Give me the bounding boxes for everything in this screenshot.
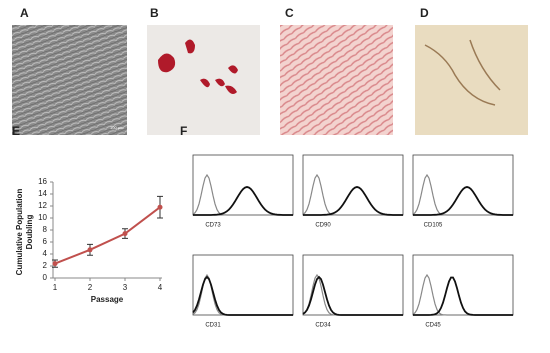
point — [87, 247, 93, 253]
isotype-curve — [412, 173, 513, 216]
y-tick-label: 6 — [43, 237, 48, 246]
histogram-label: CD31 — [205, 323, 221, 329]
stain-blobs — [158, 39, 238, 94]
x-axis-label: Passage — [91, 295, 124, 304]
y-tick-label: 8 — [43, 225, 48, 234]
marker-curve — [303, 186, 403, 216]
point — [52, 261, 58, 267]
isotype-curve — [192, 273, 293, 316]
histogram-label: CD73 — [205, 223, 221, 229]
histogram-frame — [192, 254, 294, 316]
marker-curve — [193, 186, 293, 216]
y-tick-label: 12 — [38, 201, 47, 210]
isotype-curve — [302, 173, 403, 216]
histogram-label: CD45 — [425, 323, 441, 329]
marker-curve — [192, 275, 293, 316]
histogram-frame — [302, 254, 404, 316]
series-line — [54, 206, 161, 265]
histogram-frame — [412, 154, 514, 216]
scale-bar: 100 µm — [110, 125, 124, 130]
x-tick-label: 2 — [88, 283, 93, 292]
isotype-curve — [192, 173, 293, 216]
histogram-label: CD34 — [315, 323, 331, 329]
marker-curve — [302, 275, 403, 316]
panel-label: C — [285, 6, 294, 20]
panel-label: E — [12, 124, 20, 138]
y-axis-label: Cumulative Population Doubling — [15, 188, 34, 276]
point — [157, 204, 163, 210]
stain-strands — [424, 39, 501, 106]
histogram-label: CD90 — [315, 223, 331, 229]
y-tick-label: 14 — [38, 189, 47, 198]
micrograph-c — [280, 25, 393, 135]
histogram-frame — [192, 154, 294, 216]
y-tick-label: 16 — [38, 177, 47, 186]
y-tick-label: 4 — [43, 249, 48, 258]
y-tick-label: 10 — [38, 213, 47, 222]
x-tick-label: 3 — [123, 283, 128, 292]
isotype-curve — [302, 273, 403, 316]
micrograph-d — [415, 25, 528, 135]
panel-label: D — [420, 6, 429, 20]
y-tick-label: 2 — [43, 261, 48, 270]
micrograph-a — [12, 25, 127, 135]
panel-label: A — [20, 6, 29, 20]
x-tick-label: 1 — [53, 283, 58, 292]
marker-curve — [413, 186, 513, 216]
x-tick-label: 4 — [158, 283, 163, 292]
panel-label: F — [180, 124, 187, 138]
panel-label: B — [150, 6, 159, 20]
histogram-frame — [302, 154, 404, 216]
histogram-label: CD105 — [424, 223, 443, 229]
y-tick-label: 0 — [43, 273, 48, 282]
point — [122, 231, 128, 237]
marker-curve — [413, 276, 513, 316]
